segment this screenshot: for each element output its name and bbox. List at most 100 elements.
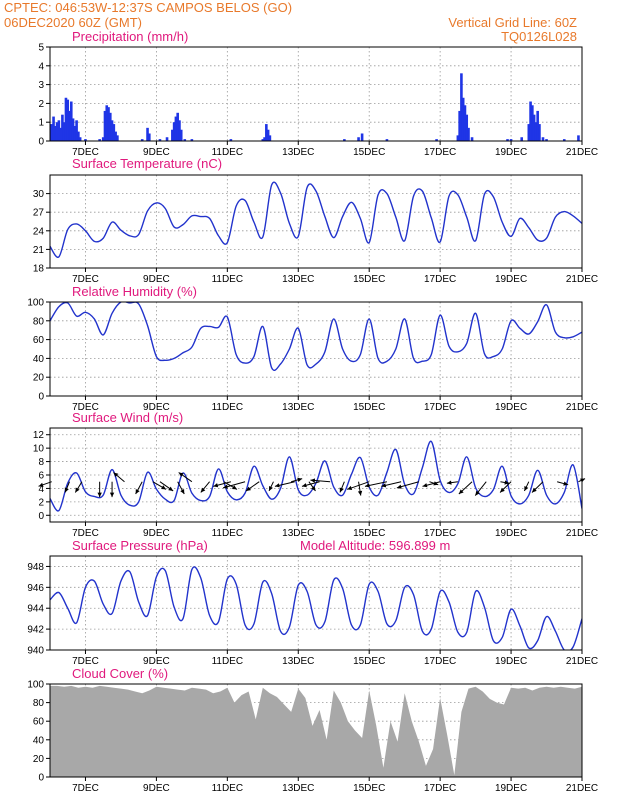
x-tick-label: 17DEC: [424, 274, 456, 285]
bar-29: [146, 127, 149, 141]
bar-48: [357, 137, 360, 141]
bar-4: [57, 120, 61, 141]
x-tick-label: 19DEC: [495, 274, 527, 285]
wind-arrowhead-32: [475, 490, 480, 496]
wind-arrowhead-9: [180, 489, 185, 495]
panel-4: 940 942 944 946 948 7DEC 9DEC 11DEC 13DEC 15DEC 17…: [27, 538, 598, 667]
series-line: [50, 440, 582, 512]
panel-frame: [49, 555, 583, 651]
y-tick-label: 940: [27, 646, 44, 657]
x-tick-label: 21DEC: [566, 656, 598, 667]
panel-title: Surface Temperature (nC): [72, 156, 222, 171]
wind-arrowhead-1: [64, 487, 69, 493]
x-tick-label: 9DEC: [143, 147, 170, 158]
wind-arrowhead-7: [161, 485, 167, 490]
panel-frame: [49, 174, 583, 269]
wind-arrowhead-31: [458, 489, 464, 495]
wind-arrowhead-20: [301, 483, 307, 488]
x-tick-label: 13DEC: [282, 656, 314, 667]
bar-53: [458, 110, 461, 141]
bar-35: [174, 116, 178, 141]
y-tick-label: 24: [33, 226, 45, 237]
bar-62: [520, 137, 524, 141]
y-tick-label: 100: [27, 298, 44, 309]
bar-16: [78, 137, 82, 141]
model-code: TQ0126L028: [501, 29, 577, 44]
x-tick-label: 7DEC: [72, 783, 99, 794]
bar-63: [527, 124, 531, 141]
x-tick-label: 7DEC: [72, 147, 99, 158]
x-tick-label: 13DEC: [282, 147, 314, 158]
wind-arrowhead-35: [524, 485, 529, 491]
y-tick-label: 60: [33, 335, 45, 346]
bar-31: [158, 139, 162, 141]
panel-2: 0 20 40 60 80 100 7DEC 9DEC 11DEC 13DEC 15DEC 17DEC…: [27, 284, 598, 413]
panel-frame: [49, 683, 583, 778]
y-tick-label: 12: [33, 430, 45, 441]
panel-0: 0 1 2 3 4 5 7DEC 9DEC 11DEC 13DEC 15DEC 17DEC 19DEC 2…: [38, 29, 598, 158]
y-tick-label: 1: [38, 118, 44, 129]
y-tick-label: 946: [27, 583, 44, 594]
wind-arrowhead-14: [223, 484, 228, 489]
x-tick-label: 9DEC: [143, 656, 170, 667]
series-2: [50, 302, 582, 371]
x-tick-label: 11DEC: [212, 402, 244, 413]
y-tick-label: 2: [38, 99, 44, 110]
x-tick-label: 19DEC: [495, 656, 527, 667]
wind-arrowhead-36: [531, 487, 537, 493]
y-tick-label: 40: [33, 735, 45, 746]
x-tick-label: 7DEC: [72, 274, 99, 285]
series-line: [50, 181, 582, 258]
x-tick-label: 21DEC: [566, 528, 598, 539]
panel-3: 0 2 4 6 8 10 12 7DEC 9DEC 11DEC 13DEC 15DEC 17DEC 19D…: [33, 410, 598, 539]
x-tick-label: 15DEC: [353, 274, 385, 285]
y-tick-label: 0: [38, 773, 44, 784]
wind-arrowhead-18: [274, 483, 280, 488]
y-tick-label: 948: [27, 562, 44, 573]
bar-9: [66, 99, 70, 141]
panel-title: Relative Humidity (%): [72, 284, 197, 299]
bar-17: [84, 139, 87, 141]
bar-71: [545, 139, 548, 141]
y-tick-label: 0: [38, 511, 44, 522]
wind-arrowhead-8: [168, 486, 174, 491]
grid-lines: [50, 556, 582, 650]
bar-0: [50, 124, 54, 141]
x-tick-label: 13DEC: [282, 528, 314, 539]
series-3: [50, 440, 582, 512]
wind-arrowhead-12: [232, 485, 237, 490]
bar-47: [343, 139, 346, 141]
x-tick-label: 17DEC: [424, 528, 456, 539]
x-tick-label: 15DEC: [353, 528, 385, 539]
bar-42: [261, 139, 265, 141]
bar-11: [69, 101, 73, 141]
y-tick-label: 3: [38, 80, 44, 91]
bar-46: [268, 135, 272, 141]
bar-41: [229, 139, 233, 141]
bar-24: [110, 120, 114, 141]
bar-73: [577, 135, 580, 141]
y-tick-label: 18: [33, 264, 45, 275]
wind-arrowhead-10: [178, 472, 184, 477]
bar-72: [562, 139, 566, 141]
bar-27: [116, 135, 119, 141]
wind-arrowhead-5: [113, 472, 119, 478]
y-tick-label: 10: [33, 444, 45, 455]
x-tick-label: 21DEC: [566, 402, 598, 413]
panel-annotation: Model Altitude: 596.899 m: [300, 538, 450, 553]
y-tick-label: 8: [38, 457, 44, 468]
wind-arrowhead-33: [504, 480, 510, 485]
bar-22: [107, 107, 110, 141]
x-tick-label: 15DEC: [353, 147, 385, 158]
x-tick-label: 17DEC: [424, 147, 456, 158]
panel-5: 0 20 40 60 80 100 7DEC 9DEC 11DEC 13DEC 15DEC 17DEC…: [27, 666, 598, 794]
bar-57: [465, 114, 469, 141]
station-title: CPTEC: 046:53W-12:37S CAMPOS BELOS (GO): [4, 0, 293, 15]
x-tick-label: 19DEC: [495, 783, 527, 794]
x-tick-label: 15DEC: [353, 656, 385, 667]
bar-18: [98, 139, 101, 141]
y-tick-label: 21: [33, 245, 45, 256]
wind-arrowhead-0: [38, 482, 44, 487]
bar-45: [266, 129, 270, 141]
panel-frame: [49, 301, 583, 397]
